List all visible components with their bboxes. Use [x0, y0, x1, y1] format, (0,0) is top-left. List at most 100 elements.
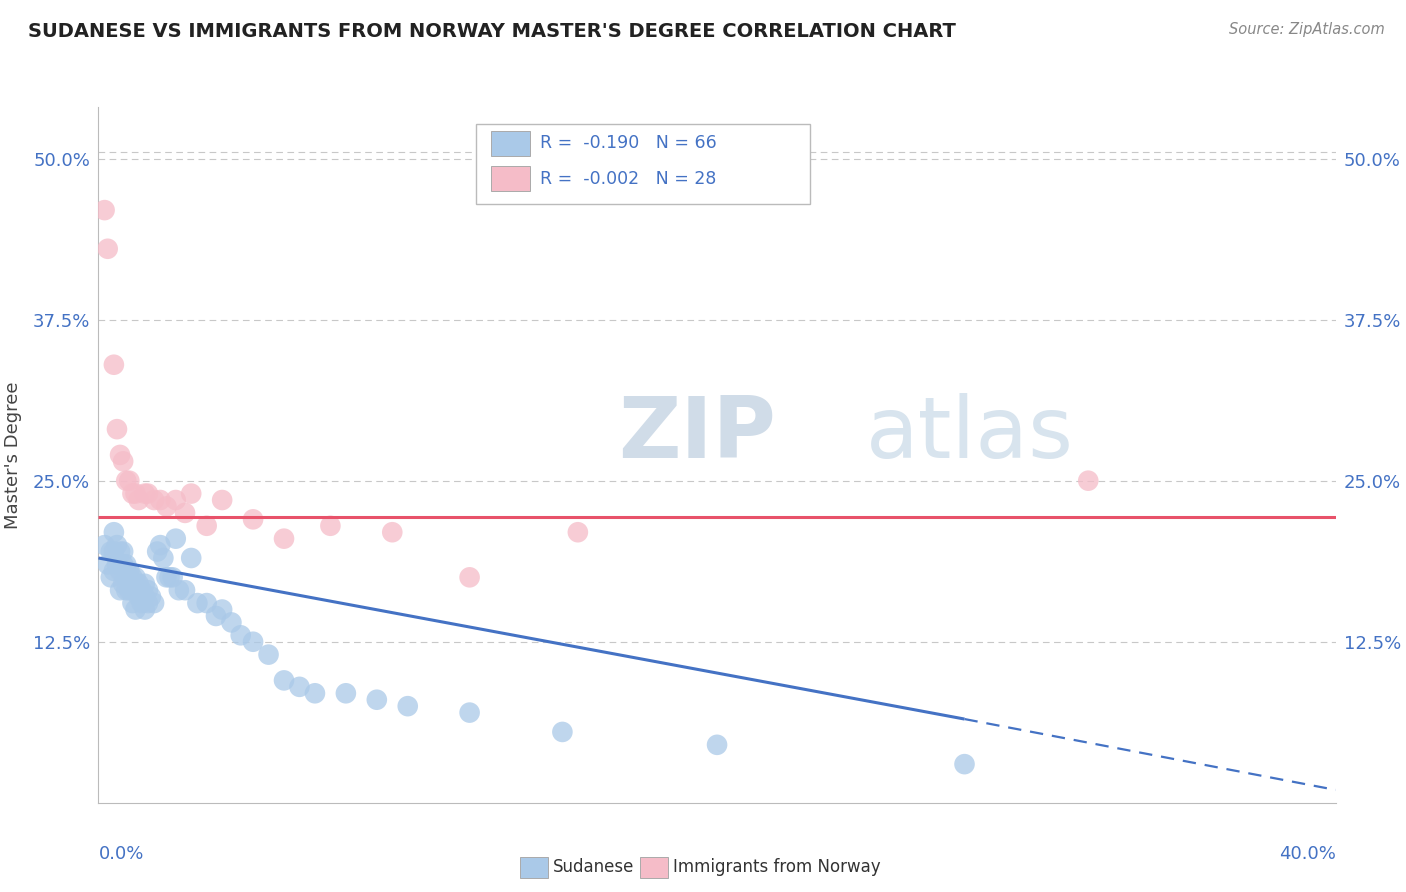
Point: [100, 570, 122, 584]
Point: [128, 576, 150, 591]
Point: [112, 544, 135, 558]
Point: [112, 454, 135, 468]
Point: [195, 518, 218, 533]
Point: [1077, 474, 1099, 488]
Point: [108, 564, 131, 578]
Text: Sudanese: Sudanese: [553, 858, 634, 876]
Point: [124, 486, 146, 500]
Point: [115, 558, 138, 572]
Point: [121, 596, 143, 610]
Point: [103, 525, 125, 540]
Point: [97, 558, 120, 572]
Point: [121, 583, 143, 598]
Point: [118, 474, 141, 488]
Point: [211, 602, 233, 616]
Point: [93, 203, 115, 218]
Point: [167, 583, 190, 598]
Point: [458, 706, 481, 720]
Point: [112, 576, 135, 591]
Point: [128, 590, 150, 604]
Point: [134, 602, 156, 616]
Point: [118, 564, 141, 578]
Point: [124, 570, 146, 584]
Point: [105, 422, 128, 436]
Point: [112, 558, 135, 572]
Point: [288, 680, 311, 694]
Point: [273, 673, 295, 688]
Point: [108, 544, 131, 558]
Point: [165, 532, 187, 546]
Point: [165, 493, 187, 508]
Point: [396, 699, 419, 714]
FancyBboxPatch shape: [491, 166, 530, 191]
Point: [174, 506, 197, 520]
Point: [304, 686, 326, 700]
Point: [136, 583, 159, 598]
Point: [953, 757, 976, 772]
Point: [211, 493, 233, 508]
Point: [121, 486, 143, 500]
Point: [115, 583, 138, 598]
Text: 0.0%: 0.0%: [98, 845, 143, 863]
Text: 40.0%: 40.0%: [1279, 845, 1336, 863]
Point: [180, 551, 202, 566]
Point: [108, 448, 131, 462]
Point: [229, 628, 252, 642]
Y-axis label: Master's Degree: Master's Degree: [4, 381, 21, 529]
Point: [205, 609, 228, 624]
Point: [195, 596, 218, 610]
Text: Source: ZipAtlas.com: Source: ZipAtlas.com: [1229, 22, 1385, 37]
Point: [149, 538, 172, 552]
Point: [108, 583, 131, 598]
Point: [152, 551, 174, 566]
Point: [180, 486, 202, 500]
Point: [103, 358, 125, 372]
Text: R =  -0.190   N = 66: R = -0.190 N = 66: [540, 134, 717, 153]
Point: [159, 570, 181, 584]
Point: [143, 596, 166, 610]
Point: [319, 518, 342, 533]
Point: [706, 738, 728, 752]
Point: [155, 500, 177, 514]
Point: [551, 725, 574, 739]
Text: atlas: atlas: [866, 392, 1074, 475]
Point: [149, 493, 172, 508]
Point: [242, 634, 264, 648]
FancyBboxPatch shape: [491, 131, 530, 156]
Point: [103, 564, 125, 578]
Point: [103, 544, 125, 558]
Point: [134, 576, 156, 591]
Point: [139, 590, 162, 604]
Point: [124, 602, 146, 616]
Point: [131, 596, 153, 610]
Point: [118, 583, 141, 598]
Point: [174, 583, 197, 598]
Point: [155, 570, 177, 584]
Point: [131, 583, 153, 598]
Point: [134, 486, 156, 500]
Text: Immigrants from Norway: Immigrants from Norway: [673, 858, 882, 876]
Point: [162, 570, 184, 584]
Point: [136, 486, 159, 500]
Point: [273, 532, 295, 546]
Text: SUDANESE VS IMMIGRANTS FROM NORWAY MASTER'S DEGREE CORRELATION CHART: SUDANESE VS IMMIGRANTS FROM NORWAY MASTE…: [28, 22, 956, 41]
Text: ZIP: ZIP: [619, 392, 776, 475]
Text: R =  -0.002   N = 28: R = -0.002 N = 28: [540, 169, 717, 187]
Point: [257, 648, 280, 662]
FancyBboxPatch shape: [475, 124, 810, 204]
Point: [146, 544, 169, 558]
Point: [335, 686, 357, 700]
Point: [128, 493, 150, 508]
Point: [134, 590, 156, 604]
Point: [366, 692, 388, 706]
Point: [118, 570, 141, 584]
Point: [105, 538, 128, 552]
Point: [124, 583, 146, 598]
Point: [93, 538, 115, 552]
Point: [458, 570, 481, 584]
Point: [121, 570, 143, 584]
Point: [242, 512, 264, 526]
Point: [136, 596, 159, 610]
Point: [381, 525, 404, 540]
Point: [100, 544, 122, 558]
